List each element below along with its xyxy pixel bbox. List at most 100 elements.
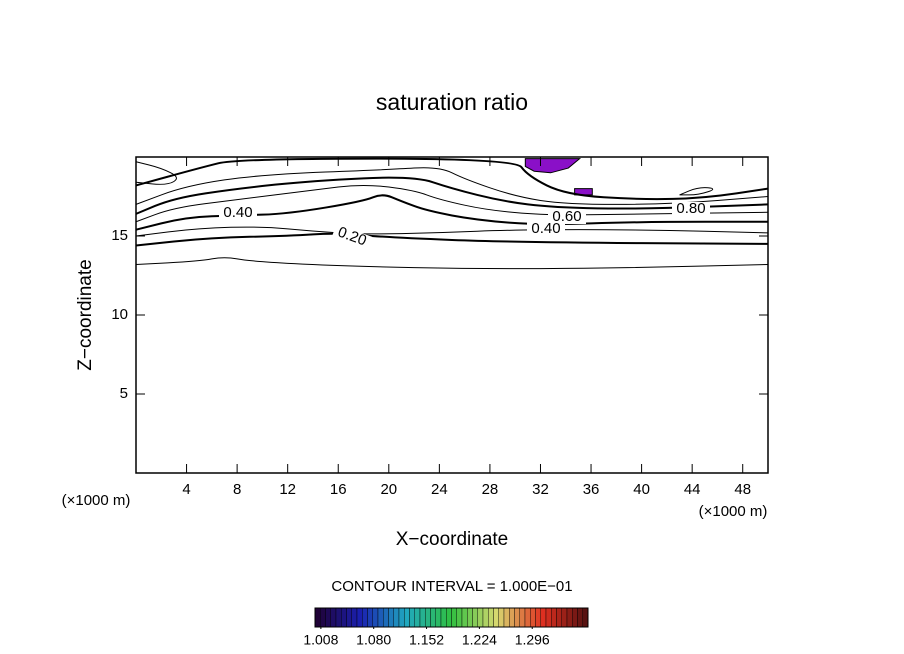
- x-tick-label: 4: [182, 481, 190, 498]
- x-tick-label: 24: [431, 481, 448, 498]
- x-tick-label: 8: [233, 481, 241, 498]
- colorbar-stripe: [482, 607, 489, 628]
- contour-label-bg: [331, 223, 373, 251]
- contour-label: 0.20: [336, 224, 369, 250]
- colorbar-stripe: [367, 607, 373, 628]
- contour-label-bg: [672, 202, 710, 216]
- x-tick-label: 12: [279, 481, 296, 498]
- contour-label: 0.80: [676, 200, 705, 217]
- colorbar-stripe: [451, 607, 457, 628]
- colorbar-stripe: [509, 607, 515, 628]
- colorbar-stripe: [362, 607, 368, 628]
- colorbar-stripe: [393, 607, 400, 628]
- contour-line: [135, 226, 769, 237]
- colorbar-stripe: [430, 607, 436, 628]
- colorbar-stripe: [409, 607, 415, 628]
- x-tick-label: 40: [633, 481, 650, 498]
- colorbar-stripe: [346, 607, 352, 628]
- colorbar-tick-label: 1.224: [462, 632, 497, 648]
- colorbar-stripe: [351, 607, 358, 628]
- colorbar-stripe: [530, 607, 536, 628]
- colorbar-stripe: [535, 607, 541, 628]
- y-tick-label: 15: [111, 227, 128, 244]
- colorbar-stripe: [519, 607, 526, 628]
- colorbar-stripe: [404, 607, 410, 628]
- contour-label-bg: [548, 210, 586, 224]
- x-unit: (×1000 m): [699, 503, 768, 520]
- colorbar-stripe: [440, 607, 447, 628]
- colorbar-stripe: [540, 607, 547, 628]
- x-tick-label: 16: [330, 481, 347, 498]
- contour-line: [135, 167, 769, 205]
- x-axis-label: X−coordinate: [396, 529, 509, 550]
- colorbar-stripe: [566, 607, 573, 628]
- colorbar-stripe: [419, 607, 426, 628]
- x-tick-label: 44: [684, 481, 701, 498]
- colorbar-tick-label: 1.152: [409, 632, 444, 648]
- colorbar-stripe: [446, 607, 452, 628]
- colorbar-stripe: [467, 607, 473, 628]
- colorbar-stripe: [488, 607, 494, 628]
- contour-label-bg: [219, 206, 257, 220]
- colorbar-tick-label: 1.008: [303, 632, 338, 648]
- colorbar-stripe: [414, 607, 421, 628]
- colorbar-stripe: [398, 607, 405, 628]
- contour-line: [135, 157, 769, 201]
- y-unit: (×1000 m): [62, 492, 131, 509]
- colorbar-stripe: [498, 607, 505, 628]
- colorbar-stripe: [320, 607, 326, 628]
- contour-line: [135, 176, 769, 215]
- colorbar-tick-label: 1.080: [356, 632, 391, 648]
- contour-line: [135, 161, 177, 185]
- contour-line: [135, 232, 769, 247]
- colorbar-stripe: [435, 607, 442, 628]
- colorbar-stripe: [341, 607, 347, 628]
- colorbar-stripe: [577, 607, 583, 628]
- colorbar-stripe: [556, 607, 562, 628]
- colorbar-stripe: [561, 607, 568, 628]
- x-tick-label: 36: [583, 481, 600, 498]
- colorbar-stripe: [477, 607, 484, 628]
- colorbar-stripe: [335, 607, 342, 628]
- contour-label: 0.40: [223, 204, 252, 221]
- colorbar-stripe: [383, 607, 389, 628]
- colorbar-stripe: [514, 607, 520, 628]
- x-tick-label: 20: [380, 481, 397, 498]
- colorbar-stripe: [377, 607, 384, 628]
- colorbar-stripe: [545, 607, 552, 628]
- contour-label: 0.60: [552, 208, 581, 225]
- colorbar-tick-label: 1.296: [515, 632, 550, 648]
- chart-title: saturation ratio: [376, 89, 528, 115]
- shaded-region: [524, 158, 582, 174]
- colorbar-stripe: [372, 607, 379, 628]
- contour-line: [679, 187, 714, 196]
- y-axis-label: Z−coordinate: [75, 259, 96, 370]
- x-tick-label: 32: [532, 481, 549, 498]
- colorbar-stripe: [461, 607, 468, 628]
- colorbar-frame: [314, 607, 589, 628]
- y-tick-label: 10: [111, 306, 128, 323]
- x-tick-label: 28: [482, 481, 499, 498]
- colorbar-stripe: [551, 607, 557, 628]
- colorbar-stripe: [524, 607, 531, 628]
- colorbar-stripe: [456, 607, 463, 628]
- colorbar-stripe: [314, 607, 321, 628]
- colorbar-stripe: [493, 607, 499, 628]
- colorbar-stripe: [503, 607, 510, 628]
- colorbar-stripe: [582, 607, 589, 628]
- shaded-region: [574, 188, 593, 196]
- contour-interval: CONTOUR INTERVAL = 1.000E−01: [331, 578, 572, 595]
- x-tick-label: 48: [734, 481, 751, 498]
- colorbar-stripe: [325, 607, 331, 628]
- colorbar-stripe: [356, 607, 363, 628]
- colorbar-stripe: [388, 607, 394, 628]
- colorbar-stripe: [572, 607, 578, 628]
- contour-label: 0.40: [531, 220, 560, 237]
- colorbar-stripe: [472, 607, 478, 628]
- contour-line: [135, 257, 769, 270]
- colorbar-stripe: [330, 607, 337, 628]
- colorbar-stripe: [425, 607, 431, 628]
- y-tick-label: 5: [120, 385, 128, 402]
- contour-label-bg: [527, 222, 565, 236]
